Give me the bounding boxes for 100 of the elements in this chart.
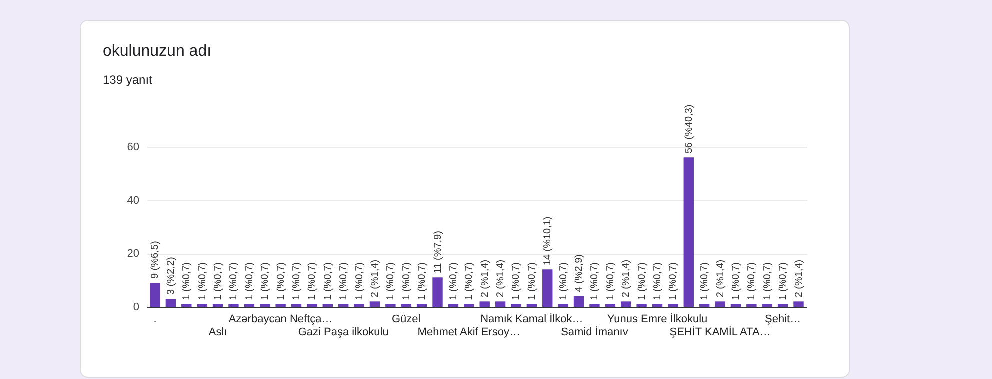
bar — [762, 304, 772, 307]
bar — [276, 304, 286, 307]
data-label: 1 (%0,7) — [746, 262, 758, 300]
x-tick-label: Azərbaycan Neftça… — [228, 314, 333, 326]
data-label: 2 (%1,4) — [496, 260, 507, 298]
bar — [511, 304, 522, 307]
data-label: 9 (%6,5) — [150, 241, 162, 279]
bar — [432, 278, 443, 307]
bar — [730, 304, 742, 307]
bar — [448, 304, 459, 307]
chart-title: okulunuzun adı — [103, 43, 212, 61]
data-label: 1 (%0,7) — [276, 262, 287, 300]
data-label: 2 (%1,4) — [480, 260, 491, 298]
bar — [354, 304, 364, 307]
y-tick-label: 40 — [127, 194, 140, 207]
data-label: 1 (%0,7) — [386, 262, 397, 300]
data-label: 56 (%40,3) — [684, 104, 695, 154]
bar — [621, 302, 632, 307]
x-tick-label: Yunus Emre İlkokulu — [607, 312, 708, 326]
data-label: 1 (%0,7) — [228, 262, 240, 300]
data-label: 1 (%0,7) — [448, 262, 460, 300]
bar — [778, 304, 788, 307]
bar — [150, 283, 160, 307]
bar — [322, 304, 333, 307]
data-label: 4 (%2,9) — [574, 254, 586, 292]
x-tick-label: ŞEHİT KAMİL ATA… — [670, 326, 771, 338]
data-label: 2 (%1,4) — [794, 260, 805, 298]
bar — [182, 304, 192, 307]
bar — [166, 299, 176, 307]
data-label: 2 (%1,4) — [370, 260, 381, 298]
bar — [495, 302, 506, 307]
bar — [480, 302, 490, 307]
bar — [542, 270, 553, 307]
data-label: 1 (%0,7) — [762, 262, 774, 300]
bar — [307, 304, 318, 307]
y-tick-label: 60 — [127, 142, 140, 154]
data-label: 1 (%0,7) — [652, 262, 664, 300]
x-tick-label: Aslı — [208, 326, 228, 338]
bar — [401, 304, 412, 307]
data-label: 14 (%10,1) — [542, 216, 554, 266]
data-label: 1 (%0,7) — [590, 262, 601, 300]
data-label: 3 (%2,2) — [166, 257, 177, 295]
data-label: 11 (%7,9) — [432, 231, 444, 274]
data-label: 1 (%0,7) — [778, 262, 790, 300]
bar — [244, 304, 255, 307]
bar — [684, 158, 694, 307]
data-label: 1 (%0,7) — [213, 262, 224, 300]
data-label: 1 (%0,7) — [307, 262, 318, 300]
data-label: 1 (%0,7) — [700, 262, 711, 300]
bar — [574, 296, 584, 307]
bar — [370, 302, 380, 307]
data-label: 1 (%0,7) — [401, 262, 412, 300]
data-label: 1 (%0,7) — [526, 262, 538, 300]
bar — [652, 304, 663, 307]
data-label: 1 (%0,7) — [417, 262, 428, 300]
data-label: 1 (%0,7) — [464, 262, 476, 300]
bar — [260, 304, 270, 307]
bar — [746, 304, 757, 307]
data-label: 1 (%0,7) — [244, 262, 256, 300]
data-label: 1 (%0,7) — [292, 262, 302, 300]
data-label: 2 (%1,4) — [621, 260, 632, 298]
bar — [416, 304, 428, 307]
bar — [212, 304, 224, 307]
bar — [291, 304, 302, 307]
x-tick-label: Güzel — [392, 314, 421, 326]
data-label: 1 (%0,7) — [558, 262, 570, 300]
bar — [338, 304, 349, 307]
bar — [699, 304, 710, 307]
bar — [715, 302, 726, 307]
data-label: 1 (%0,7) — [605, 262, 616, 300]
data-label: 1 (%0,7) — [322, 262, 334, 300]
data-label: 1 (%0,7) — [260, 262, 272, 300]
bar — [558, 304, 568, 307]
x-tick-label: Şehit… — [765, 314, 802, 326]
bar — [526, 304, 538, 307]
bar — [590, 304, 600, 307]
y-tick-label: 20 — [127, 248, 140, 260]
bar — [605, 304, 616, 307]
x-tick-label: Samid İmanıv — [561, 326, 629, 338]
bar — [464, 304, 474, 307]
data-label: 1 (%0,7) — [182, 262, 193, 300]
bar — [636, 304, 647, 307]
data-label: 1 (%0,7) — [730, 262, 742, 300]
bar — [386, 304, 396, 307]
bar — [668, 304, 678, 307]
data-label: 1 (%0,7) — [338, 262, 350, 300]
data-label: 1 (%0,7) — [511, 262, 522, 300]
data-label: 1 (%0,7) — [354, 262, 366, 300]
data-label: 2 (%1,4) — [715, 260, 726, 298]
data-label: 1 (%0,7) — [197, 262, 208, 300]
bar — [197, 304, 208, 307]
chart-subtitle: 139 yanıt — [103, 73, 152, 87]
bar — [794, 302, 804, 307]
data-label: 1 (%0,7) — [668, 262, 680, 300]
x-tick-label: . — [154, 314, 157, 326]
x-tick-label: Gazi Paşa ilkokulu — [298, 326, 389, 338]
bar — [228, 304, 239, 307]
x-tick-label: Namık Kamal İlkok… — [480, 312, 584, 326]
data-label: 1 (%0,7) — [636, 262, 648, 300]
x-tick-label: Mehmet Akif Ersoy… — [418, 326, 521, 338]
